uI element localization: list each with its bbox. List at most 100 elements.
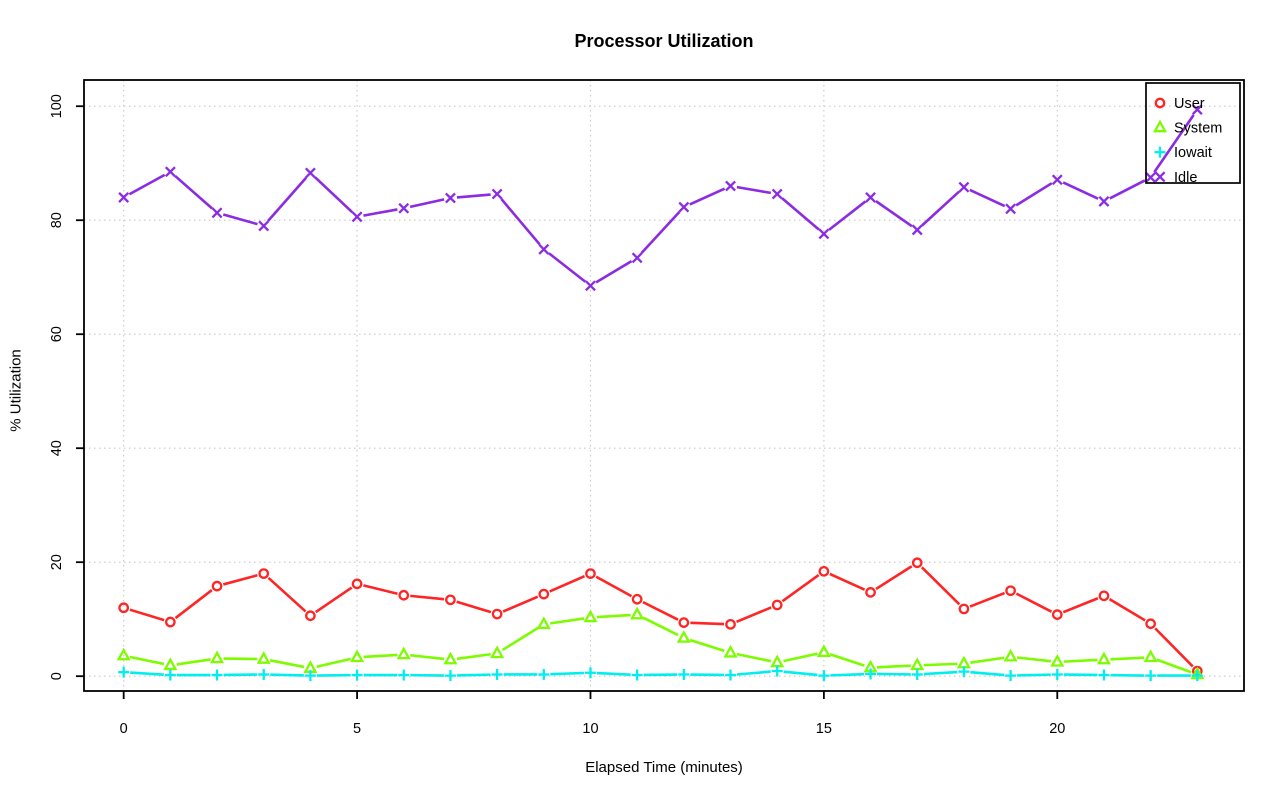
data-point-triangle (396, 646, 411, 660)
series-segment (875, 565, 913, 591)
series-segment (410, 653, 445, 661)
data-point-triangle (816, 644, 831, 657)
series-segment (781, 574, 820, 603)
data-point-circle (351, 578, 363, 590)
data-point-circle (398, 589, 410, 601)
data-point-triangle (676, 630, 691, 643)
series-segment (548, 252, 587, 283)
data-point-plus (584, 667, 596, 679)
series-segment (129, 655, 165, 666)
series-segment (267, 176, 308, 222)
data-point-circle (305, 610, 316, 622)
series-segment (969, 591, 1006, 608)
data-point-plus (725, 669, 737, 681)
data-point-triangle (443, 651, 458, 665)
data-point-triangle (770, 654, 785, 668)
data-point-x (631, 252, 643, 264)
series-segment (501, 626, 539, 652)
data-point-triangle (1143, 649, 1158, 663)
x-axis-tick-label: 0 (120, 721, 128, 737)
legend-marker-user-circle-icon (1154, 97, 1166, 109)
series-segment (783, 652, 818, 663)
data-point-plus (351, 669, 363, 681)
y-axis-tick-label: 40 (49, 440, 65, 456)
data-point-plus (911, 668, 923, 680)
data-point-plus (118, 666, 130, 678)
chart-title: Processor Utilization (574, 31, 754, 51)
data-point-plus (538, 668, 550, 680)
data-point-circle (911, 557, 923, 569)
data-point-plus (1051, 668, 1063, 680)
data-point-plus (491, 668, 503, 680)
data-point-circle (678, 617, 690, 628)
data-point-plus (958, 666, 970, 678)
series-segment (689, 638, 725, 653)
series-user (118, 557, 1203, 677)
data-point-plus (818, 670, 830, 682)
series-iowait (118, 665, 1203, 682)
data-point-x (678, 201, 690, 213)
x-axis-tick-label: 5 (353, 721, 361, 737)
data-point-triangle (583, 609, 598, 623)
series-segment (595, 260, 633, 284)
series-segment (736, 185, 772, 195)
series-segment (875, 200, 913, 228)
series-segment (456, 600, 492, 614)
series-segment (363, 653, 398, 659)
series-segment (1015, 182, 1053, 207)
data-point-triangle (536, 616, 551, 630)
data-point-circle (445, 594, 456, 606)
series-segment (923, 670, 958, 676)
series-segment (314, 176, 354, 214)
series-segment (269, 659, 305, 669)
series-segment (595, 575, 633, 598)
series-segment (1109, 179, 1146, 200)
series-segment (736, 606, 772, 624)
series-segment (970, 656, 1005, 664)
data-point-plus (678, 668, 690, 680)
series-segment (550, 617, 585, 625)
legend-label: User (1174, 96, 1205, 112)
series-segment (690, 621, 725, 626)
series-idle (118, 104, 1203, 292)
gridlines (84, 80, 1244, 691)
series-segment (267, 576, 307, 613)
data-point-plus (631, 669, 643, 681)
series-segment (1110, 656, 1145, 661)
series-segment (640, 211, 681, 254)
series-segment (456, 193, 491, 199)
series-segment (830, 672, 865, 677)
y-axis-tick-label: 60 (49, 326, 65, 342)
data-point-x (398, 202, 410, 214)
series-segment (1016, 656, 1051, 663)
data-point-triangle (630, 606, 645, 620)
data-point-circle (725, 618, 736, 630)
x-axis-label: Elapsed Time (minutes) (585, 759, 743, 776)
data-point-x (725, 180, 736, 192)
data-point-circle (771, 599, 783, 611)
series-segment (363, 208, 398, 217)
data-point-circle (631, 593, 643, 605)
series-segment (176, 658, 211, 666)
data-point-x (304, 167, 316, 179)
data-point-x (1191, 104, 1203, 116)
data-point-plus (771, 665, 783, 677)
data-point-circle (818, 565, 830, 577)
data-point-circle (1098, 590, 1110, 602)
series-system (116, 606, 1205, 680)
data-point-x (445, 192, 456, 204)
series-segment (829, 653, 865, 667)
data-point-plus (164, 669, 176, 681)
plot-border (83, 79, 1245, 692)
data-point-triangle (1096, 651, 1112, 665)
series-segment (316, 657, 352, 668)
series-segment (500, 198, 541, 246)
data-point-plus (865, 668, 877, 680)
data-point-plus (1191, 670, 1203, 682)
series-segment (409, 198, 445, 209)
series-segment (921, 190, 961, 227)
data-point-x (585, 280, 596, 292)
data-point-triangle (956, 655, 971, 669)
y-axis-label: % Utilization (7, 349, 25, 432)
